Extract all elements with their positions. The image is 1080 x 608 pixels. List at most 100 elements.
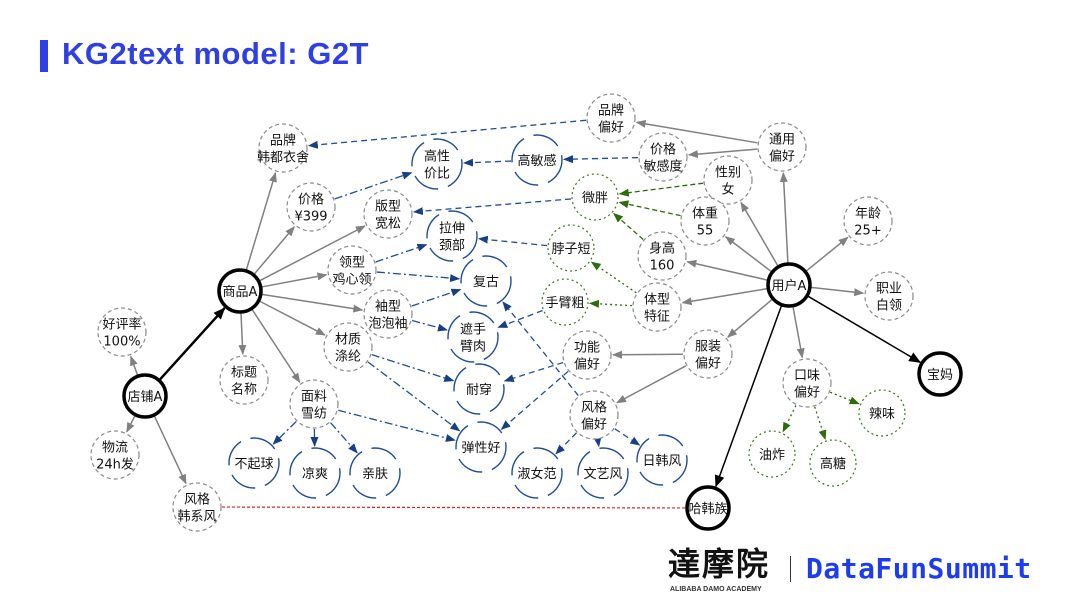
node-circle [411, 138, 463, 190]
node-label: 复古 [473, 275, 499, 290]
node-label: 微胖 [582, 191, 608, 206]
edge-caizhi-to-naichuan [371, 354, 455, 382]
node-label: 价格 [298, 192, 324, 208]
node-circle [447, 311, 499, 363]
node-label: 宝妈 [927, 368, 953, 383]
node-label: 偏好 [581, 418, 607, 433]
node-label: 涤纶 [335, 350, 361, 365]
node-circle [323, 322, 373, 372]
node-label: 口味 [794, 369, 820, 384]
edge-gongneng-to-tanxinghao [500, 370, 569, 430]
node-label: 风格 [184, 492, 210, 508]
node-label: 偏好 [794, 386, 820, 401]
node-label: 脖子短 [551, 241, 590, 257]
node-label: 雪纺 [301, 407, 327, 422]
node-circle [363, 289, 413, 339]
node-circle [683, 329, 733, 379]
node-label: 25+ [854, 224, 881, 239]
edge-tizhong-to-weipang [618, 200, 681, 217]
node-label: 敏感度 [643, 159, 682, 175]
node-haopinglv: 好评率 100% [97, 307, 147, 357]
page-title: KG2text model: G2T [62, 36, 369, 71]
edge-fenggepianhao-to-fugu [502, 301, 579, 396]
edge-fuzhuang-to-fenggepianhao [616, 365, 687, 404]
edge-shangpin-to-banxing [259, 225, 366, 282]
node-naichuan: 耐穿 [453, 363, 505, 415]
node-label: 品牌 [270, 133, 296, 149]
node-circle [122, 373, 168, 419]
node-label: 油炸 [759, 448, 785, 463]
node-baoma: 宝妈 [917, 351, 963, 397]
edge-xiuxing-to-zheshou [411, 319, 448, 332]
edge-xiuxing-to-fugu [411, 288, 462, 307]
node-label: 颈部 [439, 239, 465, 254]
node-fugu: 复古 [460, 255, 512, 307]
edge-jiagemingan-to-gaominggan [562, 155, 639, 164]
edge-shangpin-to-biaoti [238, 312, 247, 356]
node-label: 领型 [339, 256, 365, 271]
node-circle [748, 430, 796, 478]
node-label: 身高 [649, 241, 675, 257]
node-label: 哈韩族 [688, 501, 727, 517]
node-label: 通用 [769, 133, 795, 148]
edge-yonghu-to-kouwei [792, 306, 805, 359]
edge-caizhi-to-tanxinghao [367, 361, 461, 432]
node-lawei: 辣味 [858, 389, 906, 437]
node-circle [453, 363, 505, 415]
node-label: 文艺风 [583, 467, 622, 482]
node-label: 价比 [424, 167, 450, 182]
node-label: 不起球 [234, 457, 273, 472]
node-label: 年龄 [855, 207, 881, 222]
node-label: ¥399 [294, 210, 327, 225]
node-circle [571, 173, 619, 221]
logo-divider [790, 556, 791, 582]
edge-yonghu-to-fuzhuang [727, 298, 773, 338]
node-circle [632, 282, 682, 332]
node-label: 标题 [231, 366, 257, 381]
node-rihan: 日韩风 [636, 434, 688, 486]
node-circle [327, 245, 377, 295]
edge-jiage-to-gaoxingjiabi [334, 171, 413, 200]
node-label: 耐穿 [466, 382, 492, 398]
node-label: 偏好 [598, 121, 624, 136]
node-dianpu: 店铺A [122, 373, 168, 419]
node-label: 拉伸 [439, 222, 465, 237]
node-label: 好评率 [102, 317, 141, 333]
node-circle [809, 439, 857, 487]
node-label: 白领 [876, 298, 902, 314]
edge-lingxing-to-fugu [376, 271, 461, 283]
edge-xingbie-to-weipang [618, 182, 704, 197]
node-label: 服装 [695, 340, 721, 355]
node-label: 价格 [650, 142, 676, 158]
node-shangpin: 商品A [217, 268, 263, 314]
edge-yonghu-to-shengao [686, 259, 768, 281]
edge-pinpaipianhao-to-pinpai [307, 119, 587, 149]
node-label: 偏好 [769, 150, 795, 165]
node-circle [638, 132, 688, 182]
edge-tongyong-to-jiagemingan [687, 148, 758, 159]
node-shengao: 身高 160 [637, 231, 687, 281]
node-label: 材质 [335, 333, 361, 348]
node-circle [586, 93, 636, 143]
node-label: 鸡心领 [332, 272, 371, 288]
node-label: 淑女范 [517, 466, 556, 482]
node-label: 24h发 [96, 457, 134, 473]
node-label: 体重 [692, 206, 718, 222]
edge-yonghu-to-tongyong [779, 171, 789, 264]
node-label: 名称 [231, 382, 257, 398]
node-gaominggan: 高敏感 [511, 134, 563, 186]
node-label: 品牌 [598, 103, 624, 119]
edge-yonghu-to-tizhong [724, 236, 772, 273]
edge-shoubi-to-zheshou [497, 309, 543, 329]
node-circle [258, 123, 308, 173]
